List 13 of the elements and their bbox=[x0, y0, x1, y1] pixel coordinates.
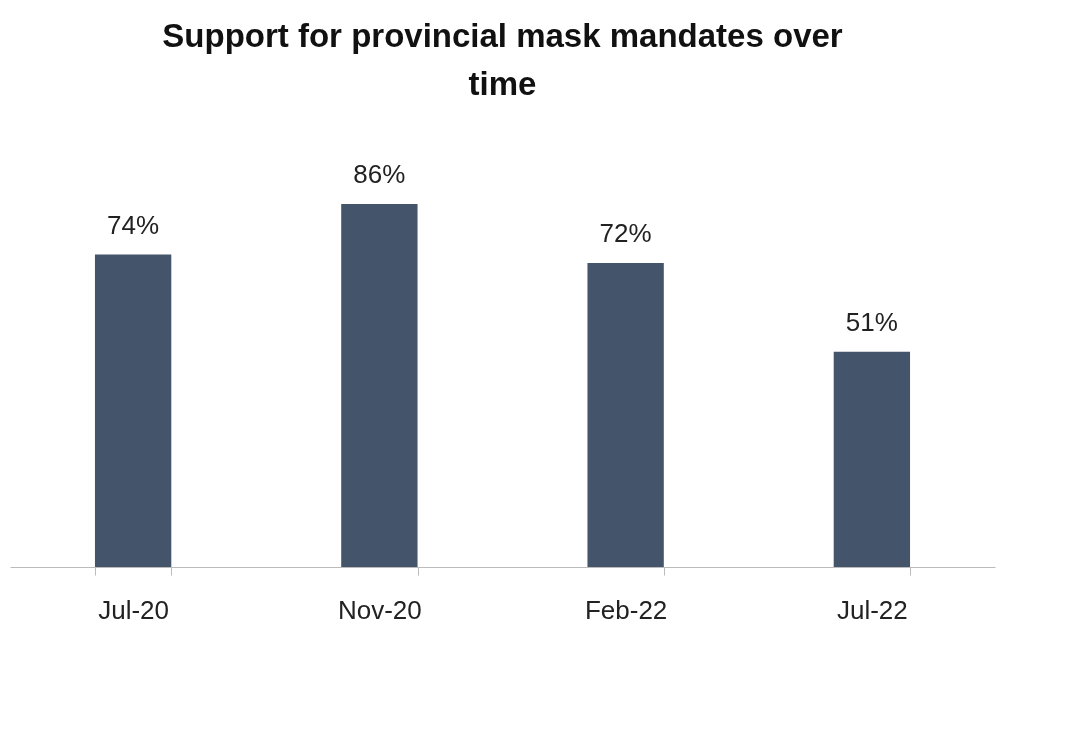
x-tick-label: Jul-20 bbox=[98, 594, 170, 625]
bar bbox=[833, 351, 911, 567]
data-label: 86% bbox=[353, 158, 406, 189]
chart-title: Support for provincial mask mandates over time bbox=[162, 16, 843, 102]
x-tick-label: Feb-22 bbox=[584, 594, 668, 625]
bar bbox=[587, 263, 664, 567]
data-label: 51% bbox=[845, 306, 898, 337]
data-label: 74% bbox=[107, 209, 160, 240]
x-tick-label: Nov-20 bbox=[337, 594, 422, 625]
x-tick-label: Jul-22 bbox=[836, 594, 908, 625]
bar bbox=[341, 203, 418, 567]
data-label: 72% bbox=[599, 218, 652, 248]
bar bbox=[94, 254, 172, 567]
